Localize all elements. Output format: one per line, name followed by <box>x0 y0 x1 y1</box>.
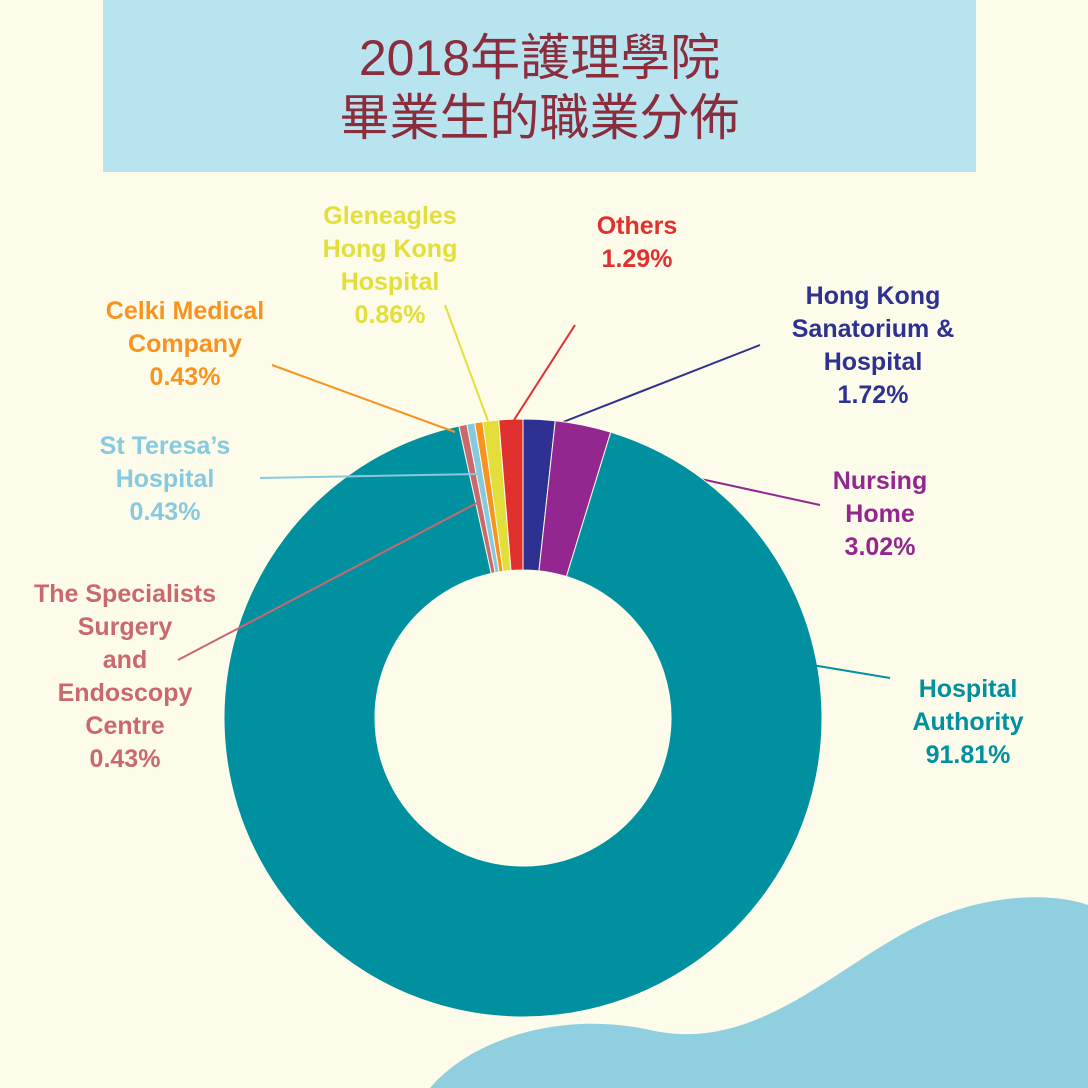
leader-line <box>513 324 576 421</box>
slice-label: Others 1.29% <box>487 210 787 276</box>
category-label: Nursing Home <box>832 467 928 528</box>
category-label: Gleneagles Hong Kong Hospital <box>322 202 458 296</box>
slice-label: Celki Medical Company 0.43% <box>35 295 335 394</box>
leader-line <box>444 304 489 422</box>
value-label: 0.43% <box>89 745 161 773</box>
category-label: Hospital Authority <box>912 675 1024 736</box>
slice-label: Hospital Authority 91.81% <box>818 673 1088 772</box>
value-label: 0.43% <box>149 363 221 391</box>
category-label: St Teresa’s Hospital <box>99 432 231 493</box>
leader-line <box>811 664 891 679</box>
donut-slice <box>223 425 823 1018</box>
wave-decoration <box>430 897 1088 1088</box>
slice-label: The Specialists Surgery and Endoscopy Ce… <box>0 578 275 776</box>
category-label: The Specialists Surgery and Endoscopy Ce… <box>33 580 217 740</box>
slice-label: Hong Kong Sanatorium & Hospital 1.72% <box>723 280 1023 412</box>
leader-line <box>271 364 456 433</box>
slice-label: Gleneagles Hong Kong Hospital 0.86% <box>240 200 540 332</box>
slice-label: St Teresa’s Hospital 0.43% <box>15 430 315 529</box>
value-label: 1.29% <box>601 245 673 273</box>
leader-line <box>259 473 481 479</box>
title-box: 2018年護理學院 畢業生的職業分佈 <box>103 0 976 172</box>
category-label: Hong Kong Sanatorium & Hospital <box>791 282 955 376</box>
leader-line <box>177 502 478 661</box>
value-label: 3.02% <box>844 533 916 561</box>
value-label: 0.86% <box>354 301 426 329</box>
value-label: 0.43% <box>129 498 201 526</box>
donut-slice <box>498 418 524 572</box>
value-label: 91.81% <box>925 741 1011 769</box>
category-label: Others <box>596 212 678 240</box>
category-label: Celki Medical Company <box>105 297 265 358</box>
slice-label: Nursing Home 3.02% <box>730 465 1030 564</box>
value-label: 1.72% <box>837 381 909 409</box>
leader-line <box>557 344 761 425</box>
chart-title: 2018年護理學院 畢業生的職業分佈 <box>339 30 740 146</box>
